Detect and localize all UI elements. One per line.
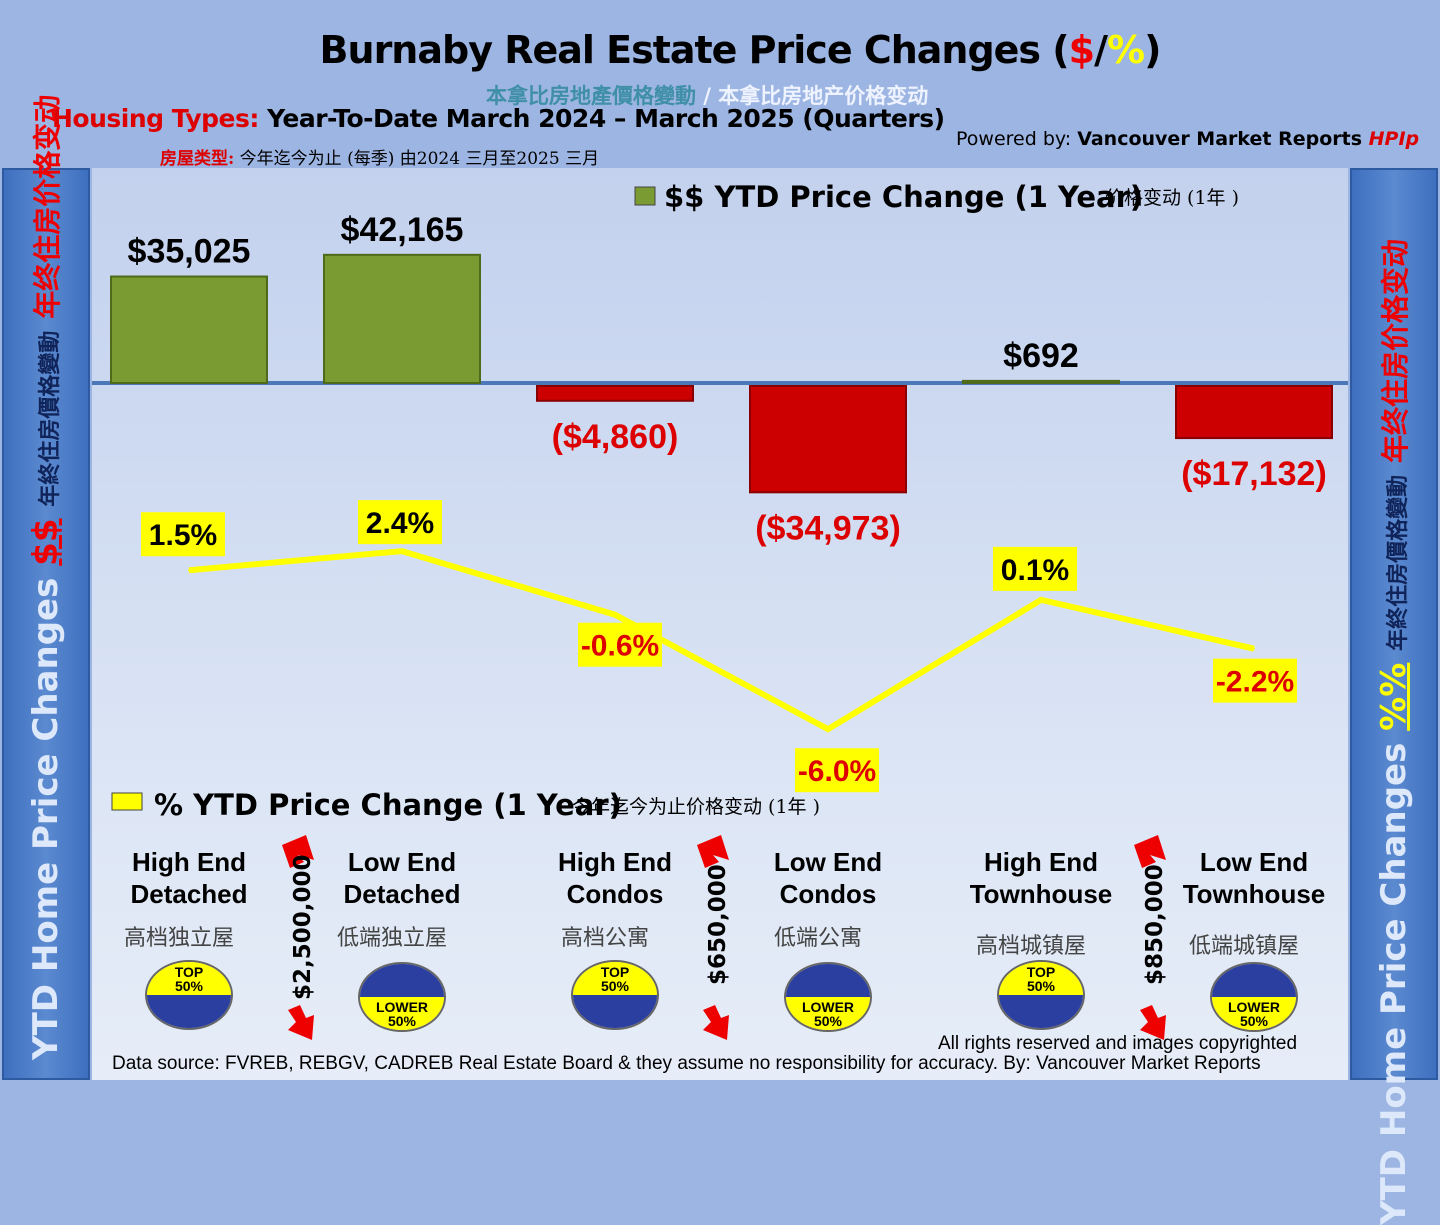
category-line2: Detached — [343, 879, 461, 909]
category-cn: 高档城镇屋 — [975, 934, 1086, 959]
lower-50-badge-icon: LOWER 50% — [358, 962, 446, 1032]
pct-label-bg-2 — [578, 622, 662, 667]
bar-2 — [536, 385, 694, 402]
pct-point-3 — [827, 728, 829, 731]
housing-types: Housing Types: Year-To-Date March 2024 –… — [52, 104, 945, 133]
pct-line — [188, 548, 1255, 733]
legend-bar-cn: 价格变动 (1年 ) — [1105, 187, 1239, 209]
bar-label-0: $35,025 — [128, 233, 251, 271]
arrow-down-icon — [288, 1005, 314, 1040]
category-label: Low End Condos — [728, 846, 928, 910]
arrow-down-icon — [1140, 1005, 1166, 1040]
pct-label-bg-4 — [993, 546, 1077, 591]
pct-point-0 — [188, 569, 190, 572]
legend-line-label: % YTD Price Change (1 Year) — [154, 788, 622, 822]
lower-50-badge-icon: LOWER 50% — [784, 962, 872, 1032]
pct-label-bg-5 — [1213, 658, 1297, 703]
category-line1: Low End — [773, 847, 883, 877]
bar-0 — [110, 275, 268, 384]
category-line1: Low End — [1199, 847, 1309, 877]
category-cn: 低端独立屋 — [336, 926, 447, 951]
category-line1: High End — [557, 847, 673, 877]
left-side-banner: YTD Home Price Changes $$ 年終住房價格變動 年终住房价… — [2, 95, 90, 1080]
category-label: High End Detached — [89, 846, 289, 910]
pct-label-2: -0.6% — [581, 630, 659, 663]
legend-line-cn: 今年迄今为止价格变动 (1年 ) — [572, 796, 820, 818]
pct-label-bg-0 — [141, 512, 225, 557]
top-50-badge-icon: TOP 50% — [571, 960, 659, 1030]
category-line1: High End — [131, 847, 247, 877]
bar-label-2: ($4,860) — [552, 418, 679, 456]
bar-label-3: ($34,973) — [755, 509, 901, 547]
pct-label-bg-1 — [358, 500, 442, 545]
category-cn: 高档独立屋 — [123, 926, 234, 951]
pct-label-0: 1.5% — [149, 519, 217, 552]
category-cn: 低端公寓 — [773, 926, 862, 951]
category-line1: High End — [983, 847, 1099, 877]
chart-svg: $35,025 $42,165 ($4,860) ($34,973) $692 ($17,… — [92, 180, 1348, 1040]
subtitle-chinese: 本拿比房地產價格變動 / 本拿比房地产价格变动 — [486, 84, 929, 108]
data-source: Data source: FVREB, REBGV, CADREB Real E… — [112, 1053, 1261, 1074]
threshold-label: $850,000 — [1142, 864, 1168, 985]
pct-label-5: -2.2% — [1216, 666, 1294, 699]
category-line2: Townhouse — [1182, 879, 1326, 909]
threshold-label: $2,500,000 — [290, 854, 316, 1000]
pct-label-bg-3 — [795, 748, 879, 793]
pct-label-4: 0.1% — [1001, 554, 1069, 587]
arrow-up-icon — [697, 835, 729, 868]
category-cn: 低端城镇屋 — [1188, 934, 1299, 959]
bar-3 — [749, 385, 907, 494]
legend-bar-label: $$ YTD Price Change (1 Year) — [664, 180, 1143, 214]
category-label: Low End Townhouse — [1154, 846, 1354, 910]
arrow-up-icon — [282, 835, 314, 868]
powered-by: Powered by: Vancouver Market Reports HPI… — [956, 128, 1420, 150]
category-line2: Detached — [130, 879, 248, 909]
legend-line-swatch — [111, 792, 143, 811]
top-50-badge-icon: TOP 50% — [145, 960, 233, 1030]
category-line2: Condos — [566, 879, 664, 909]
bar-label-1: $42,165 — [341, 211, 464, 249]
pct-point-5 — [1253, 647, 1255, 650]
bar-label-4: $692 — [1003, 337, 1079, 375]
pct-label-1: 2.4% — [366, 507, 434, 540]
pct-point-2 — [614, 613, 616, 616]
pct-label-3: -6.0% — [798, 755, 876, 788]
category-cn: 高档公寓 — [560, 926, 649, 951]
lower-50-badge-icon: LOWER 50% — [1210, 962, 1298, 1032]
arrow-down-icon — [703, 1005, 729, 1040]
category-label: High End Townhouse — [941, 846, 1141, 910]
category-line2: Condos — [779, 879, 877, 909]
bar-5 — [1175, 385, 1333, 440]
arrow-up-icon — [1134, 835, 1166, 868]
category-line1: Low End — [347, 847, 457, 877]
bar-label-5: ($17,132) — [1181, 455, 1327, 493]
housing-types-chinese: 房屋类型: 今年迄今为止 (每季) 由2024 三月至2025 三月 — [160, 149, 600, 169]
right-side-banner: YTD Home Price Changes %% 年終住房價格變動 年终住房价… — [1350, 168, 1438, 1225]
category-label: Low End Detached — [302, 846, 502, 910]
threshold-label: $650,000 — [705, 864, 731, 985]
page-title: Burnaby Real Estate Price Changes ($/%) — [319, 28, 1162, 72]
pct-point-1 — [401, 550, 403, 553]
category-label: High End Condos — [515, 846, 715, 910]
copyright: All rights reserved and images copyright… — [938, 1033, 1298, 1054]
pct-point-4 — [1040, 598, 1042, 601]
legend-bar-swatch — [634, 186, 656, 206]
bar-1 — [323, 253, 481, 384]
category-line2: Townhouse — [969, 879, 1113, 909]
top-50-badge-icon: TOP 50% — [997, 960, 1085, 1030]
bar-4 — [962, 379, 1120, 385]
